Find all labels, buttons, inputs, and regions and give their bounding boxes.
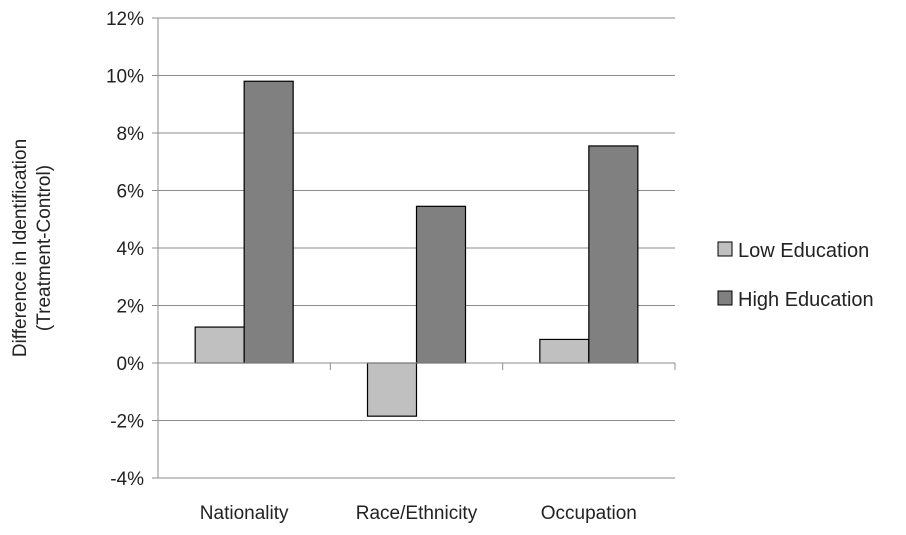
- legend-swatch: [717, 290, 733, 306]
- legend-label: Low Education: [738, 240, 869, 262]
- bar-low-education-nationality: [194, 326, 245, 364]
- bars: [194, 80, 639, 417]
- y-tick-label: -4%: [110, 469, 144, 490]
- bar-low-education-race-ethnicity: [366, 362, 418, 417]
- legend-label: High Education: [738, 289, 874, 311]
- y-tick-label: 0%: [117, 354, 145, 375]
- axes: [152, 17, 676, 479]
- y-axis-title: Difference in Identification (Treatment-C…: [10, 139, 55, 357]
- y-tick-label: 12%: [106, 9, 144, 30]
- y-tick-label: 4%: [117, 239, 145, 260]
- y-axis-title-line: Difference in Identification: [10, 139, 31, 357]
- legend: Low Education High Education: [717, 240, 874, 311]
- x-tick-labels: Nationality Race/Ethnicity Occupation: [200, 503, 637, 524]
- bar-high-education-race-ethnicity: [415, 205, 467, 364]
- y-axis-title-text: Difference in Identification (Treatment-C…: [10, 139, 55, 357]
- y-tick-label: 8%: [117, 124, 145, 145]
- x-tick-label: Nationality: [200, 503, 289, 524]
- y-tick-label: 2%: [117, 297, 145, 318]
- bar-high-education-occupation: [588, 145, 639, 364]
- legend-swatch: [717, 241, 733, 257]
- x-tick-label: Race/Ethnicity: [356, 503, 478, 524]
- x-tick-label: Occupation: [541, 503, 637, 524]
- bar-low-education-occupation: [539, 338, 590, 364]
- bar-high-education-nationality: [243, 80, 294, 364]
- y-tick-labels: -4% -2% 0% 2% 4% 6% 8% 10% 12%: [106, 9, 144, 490]
- y-axis-title-line: (Treatment-Control): [34, 165, 55, 331]
- y-tick-label: 6%: [117, 182, 145, 203]
- y-tick-label: -2%: [110, 412, 144, 433]
- y-tick-label: 10%: [106, 67, 144, 88]
